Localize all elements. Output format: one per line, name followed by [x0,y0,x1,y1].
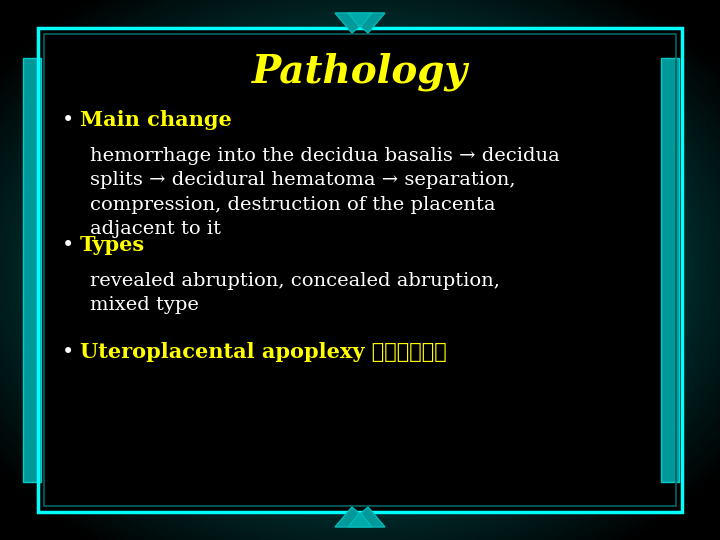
Text: revealed abruption, concealed abruption,
mixed type: revealed abruption, concealed abruption,… [90,272,500,314]
Polygon shape [335,13,385,33]
Bar [44,34,676,506]
Bar [23,58,41,482]
Text: Main change: Main change [80,110,232,130]
Text: Pathology: Pathology [252,53,468,91]
Bar [38,28,682,512]
Text: •: • [62,235,74,255]
Polygon shape [348,13,372,28]
Text: Uteroplacental apoplexy 子宫胎盘卒中: Uteroplacental apoplexy 子宫胎盘卒中 [80,342,446,362]
Text: •: • [62,342,74,362]
Polygon shape [335,507,385,527]
Text: •: • [62,110,74,130]
Text: Types: Types [80,235,145,255]
Text: hemorrhage into the decidua basalis → decidua
splits → decidural hematoma → sepa: hemorrhage into the decidua basalis → de… [90,147,559,238]
Bar [38,28,682,512]
Polygon shape [348,512,372,527]
Bar [661,58,679,482]
